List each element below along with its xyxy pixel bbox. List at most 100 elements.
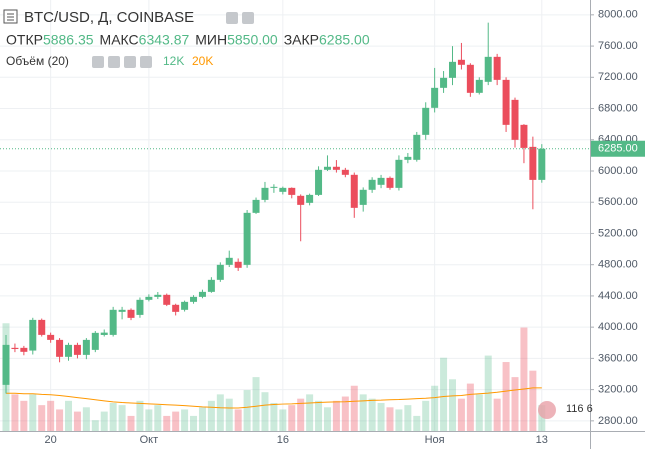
candle-body [20, 347, 28, 352]
y-tick-label: 5600.00 [598, 196, 638, 208]
header: BTC/USD, Д, COINBASE ОТКР 5886.35 МАКС 6343… [3, 9, 370, 68]
candle-body [2, 344, 10, 385]
candle-body [404, 156, 412, 160]
volume-bar [100, 411, 108, 431]
volume-bar [127, 415, 135, 431]
candle-body [279, 187, 287, 192]
eye-icon[interactable] [92, 56, 104, 68]
candle-body [395, 159, 403, 188]
volume-value: 12K [163, 54, 184, 68]
candle-body [172, 304, 180, 312]
ohlc-label: МИН [195, 32, 227, 48]
y-tick-label: 6000.00 [598, 165, 638, 177]
volume-bar [136, 400, 144, 431]
volume-bar [368, 398, 376, 431]
volume-bar [288, 405, 296, 431]
candle-body [288, 187, 296, 195]
move-icon[interactable] [124, 56, 136, 68]
candle-body [73, 344, 81, 355]
volume-bar [243, 390, 251, 431]
volume-bar [350, 385, 358, 431]
y-tick-label: 2800.00 [598, 415, 638, 427]
ohlc-value: 6285.00 [319, 32, 370, 48]
candle-body [359, 189, 367, 205]
volume-bar [377, 402, 385, 431]
x-tick-label: 20 [45, 434, 57, 446]
last-price-box [591, 140, 645, 157]
volume-bar [109, 402, 117, 431]
y-tick-label: 8000.00 [598, 9, 638, 21]
ohlc-value: 5886.35 [43, 32, 94, 48]
candle-body [56, 339, 64, 357]
volume-bar [11, 394, 19, 431]
candle-body [377, 177, 385, 185]
volume-bar [493, 398, 501, 431]
volume-bar [216, 394, 224, 431]
y-tick-label: 4800.00 [598, 259, 638, 271]
volume-bar [73, 411, 81, 431]
close-icon[interactable] [140, 56, 152, 68]
candle-body [127, 309, 135, 318]
volume-bar [386, 407, 394, 431]
candle-body [484, 56, 492, 82]
candle-body [457, 59, 465, 65]
candle-body [350, 174, 358, 208]
candle-body [529, 146, 537, 180]
volume-bar [323, 407, 331, 431]
volume-bar [431, 385, 439, 431]
candle-body [190, 296, 198, 302]
volume-bar [198, 407, 206, 431]
y-tick-label: 5200.00 [598, 227, 638, 239]
candle-body [493, 56, 501, 80]
volume-bar [306, 394, 314, 431]
volume-bar [449, 379, 456, 431]
candle-body [466, 64, 474, 93]
candle-body [475, 79, 483, 93]
volume-bar [466, 383, 474, 431]
candle-body [538, 148, 546, 180]
y-tick-label: 7600.00 [598, 40, 638, 52]
ohlc-value: 5850.00 [227, 32, 278, 48]
candle-body [341, 169, 349, 175]
volume-bar [118, 405, 126, 431]
volume-bar [207, 400, 215, 431]
volume-bar [538, 405, 546, 431]
volume-title: Объём (20) [6, 54, 69, 68]
volume-bar [172, 411, 180, 431]
candle-body [82, 339, 90, 355]
candle-body [306, 194, 314, 203]
y-tick-label: 4000.00 [598, 321, 638, 333]
settings-icon[interactable] [242, 12, 254, 24]
eye-icon[interactable] [226, 12, 238, 24]
badge: 116 6 [538, 401, 593, 419]
candle-body [386, 177, 394, 188]
volume-bar [279, 409, 287, 431]
volume-bar [475, 394, 483, 431]
candle-body [154, 294, 162, 297]
candle-body [270, 186, 278, 188]
candle-body [368, 179, 376, 190]
volume-ma-line [6, 387, 542, 409]
candle-body [38, 319, 46, 335]
x-tick-label: Ноя [425, 434, 445, 446]
x-tick-label: 13 [536, 434, 548, 446]
ohlc-label: ОТКР [6, 32, 43, 48]
volume-bar [529, 370, 537, 431]
candle-body [207, 279, 215, 292]
volume-bar [163, 415, 171, 431]
volume-bar [82, 407, 90, 431]
y-tick-label: 7200.00 [598, 71, 638, 83]
ohlc-label: ЗАКР [284, 32, 319, 48]
volume-ma-value: 20K [192, 54, 213, 68]
ohlc-legend: ОТКР 5886.35 МАКС 6343.87 МИН 5850.00 ЗАКР 6285… [6, 32, 370, 48]
volume-bar [413, 415, 421, 431]
volume-bar [38, 405, 46, 431]
candle-body [332, 166, 340, 170]
y-tick-label: 3200.00 [598, 384, 638, 396]
candle-body [109, 309, 117, 335]
candle-body [91, 332, 99, 350]
volume-bar [359, 394, 367, 431]
badge-icon [538, 401, 556, 419]
settings-icon[interactable] [108, 56, 120, 68]
